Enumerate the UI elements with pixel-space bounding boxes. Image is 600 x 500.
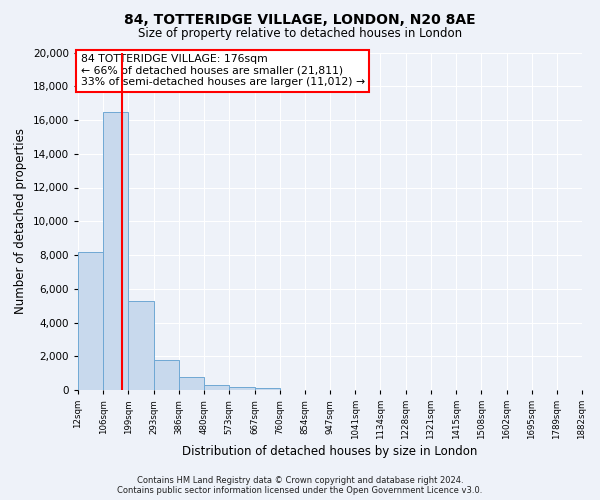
Bar bbox=[128, 300, 154, 390]
Bar bbox=[154, 360, 179, 390]
Bar bbox=[254, 388, 280, 390]
Bar bbox=[204, 385, 229, 390]
Bar bbox=[78, 252, 103, 390]
Text: Size of property relative to detached houses in London: Size of property relative to detached ho… bbox=[138, 28, 462, 40]
Bar bbox=[229, 386, 254, 390]
X-axis label: Distribution of detached houses by size in London: Distribution of detached houses by size … bbox=[182, 445, 478, 458]
Y-axis label: Number of detached properties: Number of detached properties bbox=[14, 128, 27, 314]
Text: 84, TOTTERIDGE VILLAGE, LONDON, N20 8AE: 84, TOTTERIDGE VILLAGE, LONDON, N20 8AE bbox=[124, 12, 476, 26]
Text: 84 TOTTERIDGE VILLAGE: 176sqm
← 66% of detached houses are smaller (21,811)
33% : 84 TOTTERIDGE VILLAGE: 176sqm ← 66% of d… bbox=[80, 54, 365, 88]
Text: Contains HM Land Registry data © Crown copyright and database right 2024.
Contai: Contains HM Land Registry data © Crown c… bbox=[118, 476, 482, 495]
Bar bbox=[179, 378, 204, 390]
Bar bbox=[103, 112, 128, 390]
